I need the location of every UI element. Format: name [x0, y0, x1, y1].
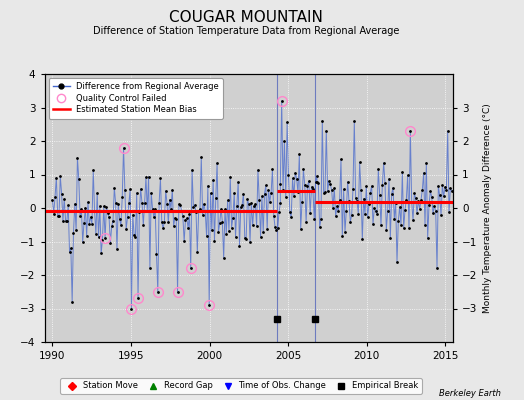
Text: Difference of Station Temperature Data from Regional Average: Difference of Station Temperature Data f… — [93, 26, 399, 36]
Legend: Difference from Regional Average, Quality Control Failed, Estimated Station Mean: Difference from Regional Average, Qualit… — [49, 78, 223, 118]
Y-axis label: Monthly Temperature Anomaly Difference (°C): Monthly Temperature Anomaly Difference (… — [483, 103, 492, 313]
Text: COUGAR MOUNTAIN: COUGAR MOUNTAIN — [169, 10, 323, 25]
Text: Berkeley Earth: Berkeley Earth — [439, 389, 500, 398]
Legend: Station Move, Record Gap, Time of Obs. Change, Empirical Break: Station Move, Record Gap, Time of Obs. C… — [60, 378, 422, 394]
